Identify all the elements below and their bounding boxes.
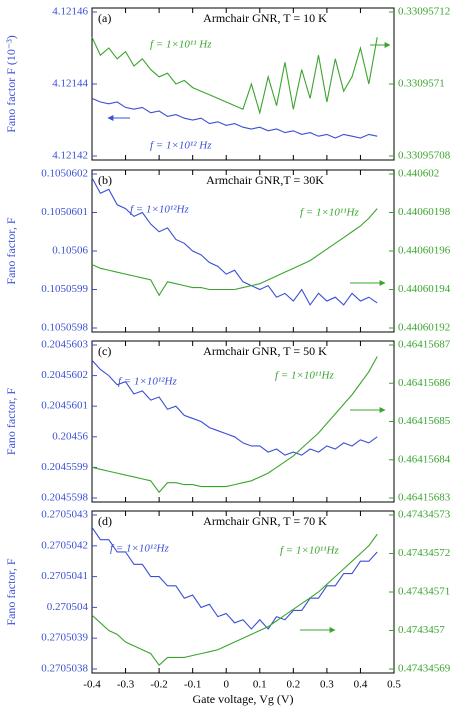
y-tick-label: 0.44060192 [398,322,450,334]
y-tick-label: 0.44060194 [398,283,451,295]
y-tick-label: 0.47434573 [398,509,451,521]
x-tick-label: 0.1 [253,679,267,691]
series-label: f = 1×10¹²Hz [130,204,189,216]
data-line [91,533,378,666]
y-tick-label: 0.2705043 [41,509,88,521]
y-tick-label: 0.46415686 [398,377,451,389]
x-tick-label: 0.4 [354,679,368,691]
panel-title: Armchair GNR, T = 70 K [203,514,327,528]
data-line [91,177,378,306]
data-line [91,359,378,456]
y-tick-label: 4.12146 [52,6,88,18]
y-tick-label: 0.440602 [398,168,439,180]
panel-label: (d) [98,514,112,528]
data-line [91,97,378,139]
panel-frame [91,510,395,674]
y-tick-label: 0.33095708 [398,150,451,162]
y-tick-label: 0.33095712 [398,6,450,18]
x-tick-label: -0.1 [184,679,201,691]
y-tick-label: 0.270504 [47,601,89,613]
y-tick-label: 0.2705039 [41,632,88,644]
panel-frame [91,169,395,333]
y-tick-label: 0.46415684 [398,453,451,465]
y-tick-label: 0.47434572 [398,547,450,559]
y-tick-label: 0.2705038 [41,663,88,675]
y-tick-label: 0.4743457 [398,624,445,636]
y-tick-label: 0.2045601 [41,400,88,412]
panel-label: (a) [98,11,111,25]
panel-title: Armchair GNR,T = 30K [206,173,324,187]
series-label: f = 1×10¹¹Hz [275,370,334,382]
x-tick-label: 0.5 [387,679,401,691]
y-tick-label: 0.1050602 [41,168,88,180]
y-tick-label: 0.20456 [52,430,88,442]
y-tick-label: 0.2045602 [41,369,88,381]
data-line [91,36,378,115]
y-axis-label: Fano factor, F [4,217,18,284]
y-tick-label: 4.12142 [52,150,88,162]
series-label: f = 1×10¹¹Hz [300,207,359,219]
series-label: f = 1×10¹¹Hz [280,545,339,557]
y-tick-label: 0.46415685 [398,415,451,427]
y-tick-label: 0.1050601 [41,206,88,218]
y-tick-label: 4.12144 [52,78,88,90]
x-tick-label: 0 [223,679,229,691]
y-tick-label: 0.1050598 [41,322,88,334]
y-tick-label: 0.2705042 [41,539,88,551]
y-tick-label: 0.2045599 [41,461,88,473]
data-line [91,527,378,630]
panel-label: (c) [98,344,111,358]
x-axis-label: Gate voltage, Vg (V) [192,692,293,706]
y-tick-label: 0.1050599 [41,283,88,295]
y-tick-label: 0.2045603 [41,339,88,351]
y-tick-label: 0.2705041 [41,570,88,582]
x-tick-label: 0.2 [286,679,300,691]
panel-title: Armchair GNR, T = 10 K [203,11,327,25]
series-label: f = 1×10¹² Hz [150,140,212,152]
y-axis-label: Fano factor, F [4,388,18,455]
y-tick-label: 0.46415687 [398,339,451,351]
x-tick-label: -0.4 [83,679,101,691]
x-tick-label: -0.2 [150,679,167,691]
y-tick-label: 0.3309571 [398,78,445,90]
series-label: f = 1×10¹¹ Hz [150,39,212,51]
x-tick-label: 0.3 [320,679,334,691]
panel-frame [91,7,395,161]
series-label: f = 1×10¹²Hz [118,376,177,388]
y-tick-label: 0.2045598 [41,492,88,504]
x-tick-label: -0.3 [117,679,135,691]
y-tick-label: 0.46415683 [398,492,451,504]
panel-title: Armchair GNR, T = 50 K [203,344,327,358]
data-line [91,208,378,297]
y-axis-label: Fano factor F (10⁻³) [4,35,18,133]
y-axis-label: Fano factor, F [4,558,18,625]
y-tick-label: 0.47434569 [398,663,451,675]
y-tick-label: 0.10506 [52,245,88,257]
y-tick-label: 0.44060196 [398,245,451,257]
y-tick-label: 0.47434571 [398,586,450,598]
y-tick-label: 0.44060198 [398,206,451,218]
series-label: f = 1×10¹²Hz [110,543,169,555]
data-line [91,356,378,494]
panel-label: (b) [98,173,112,187]
